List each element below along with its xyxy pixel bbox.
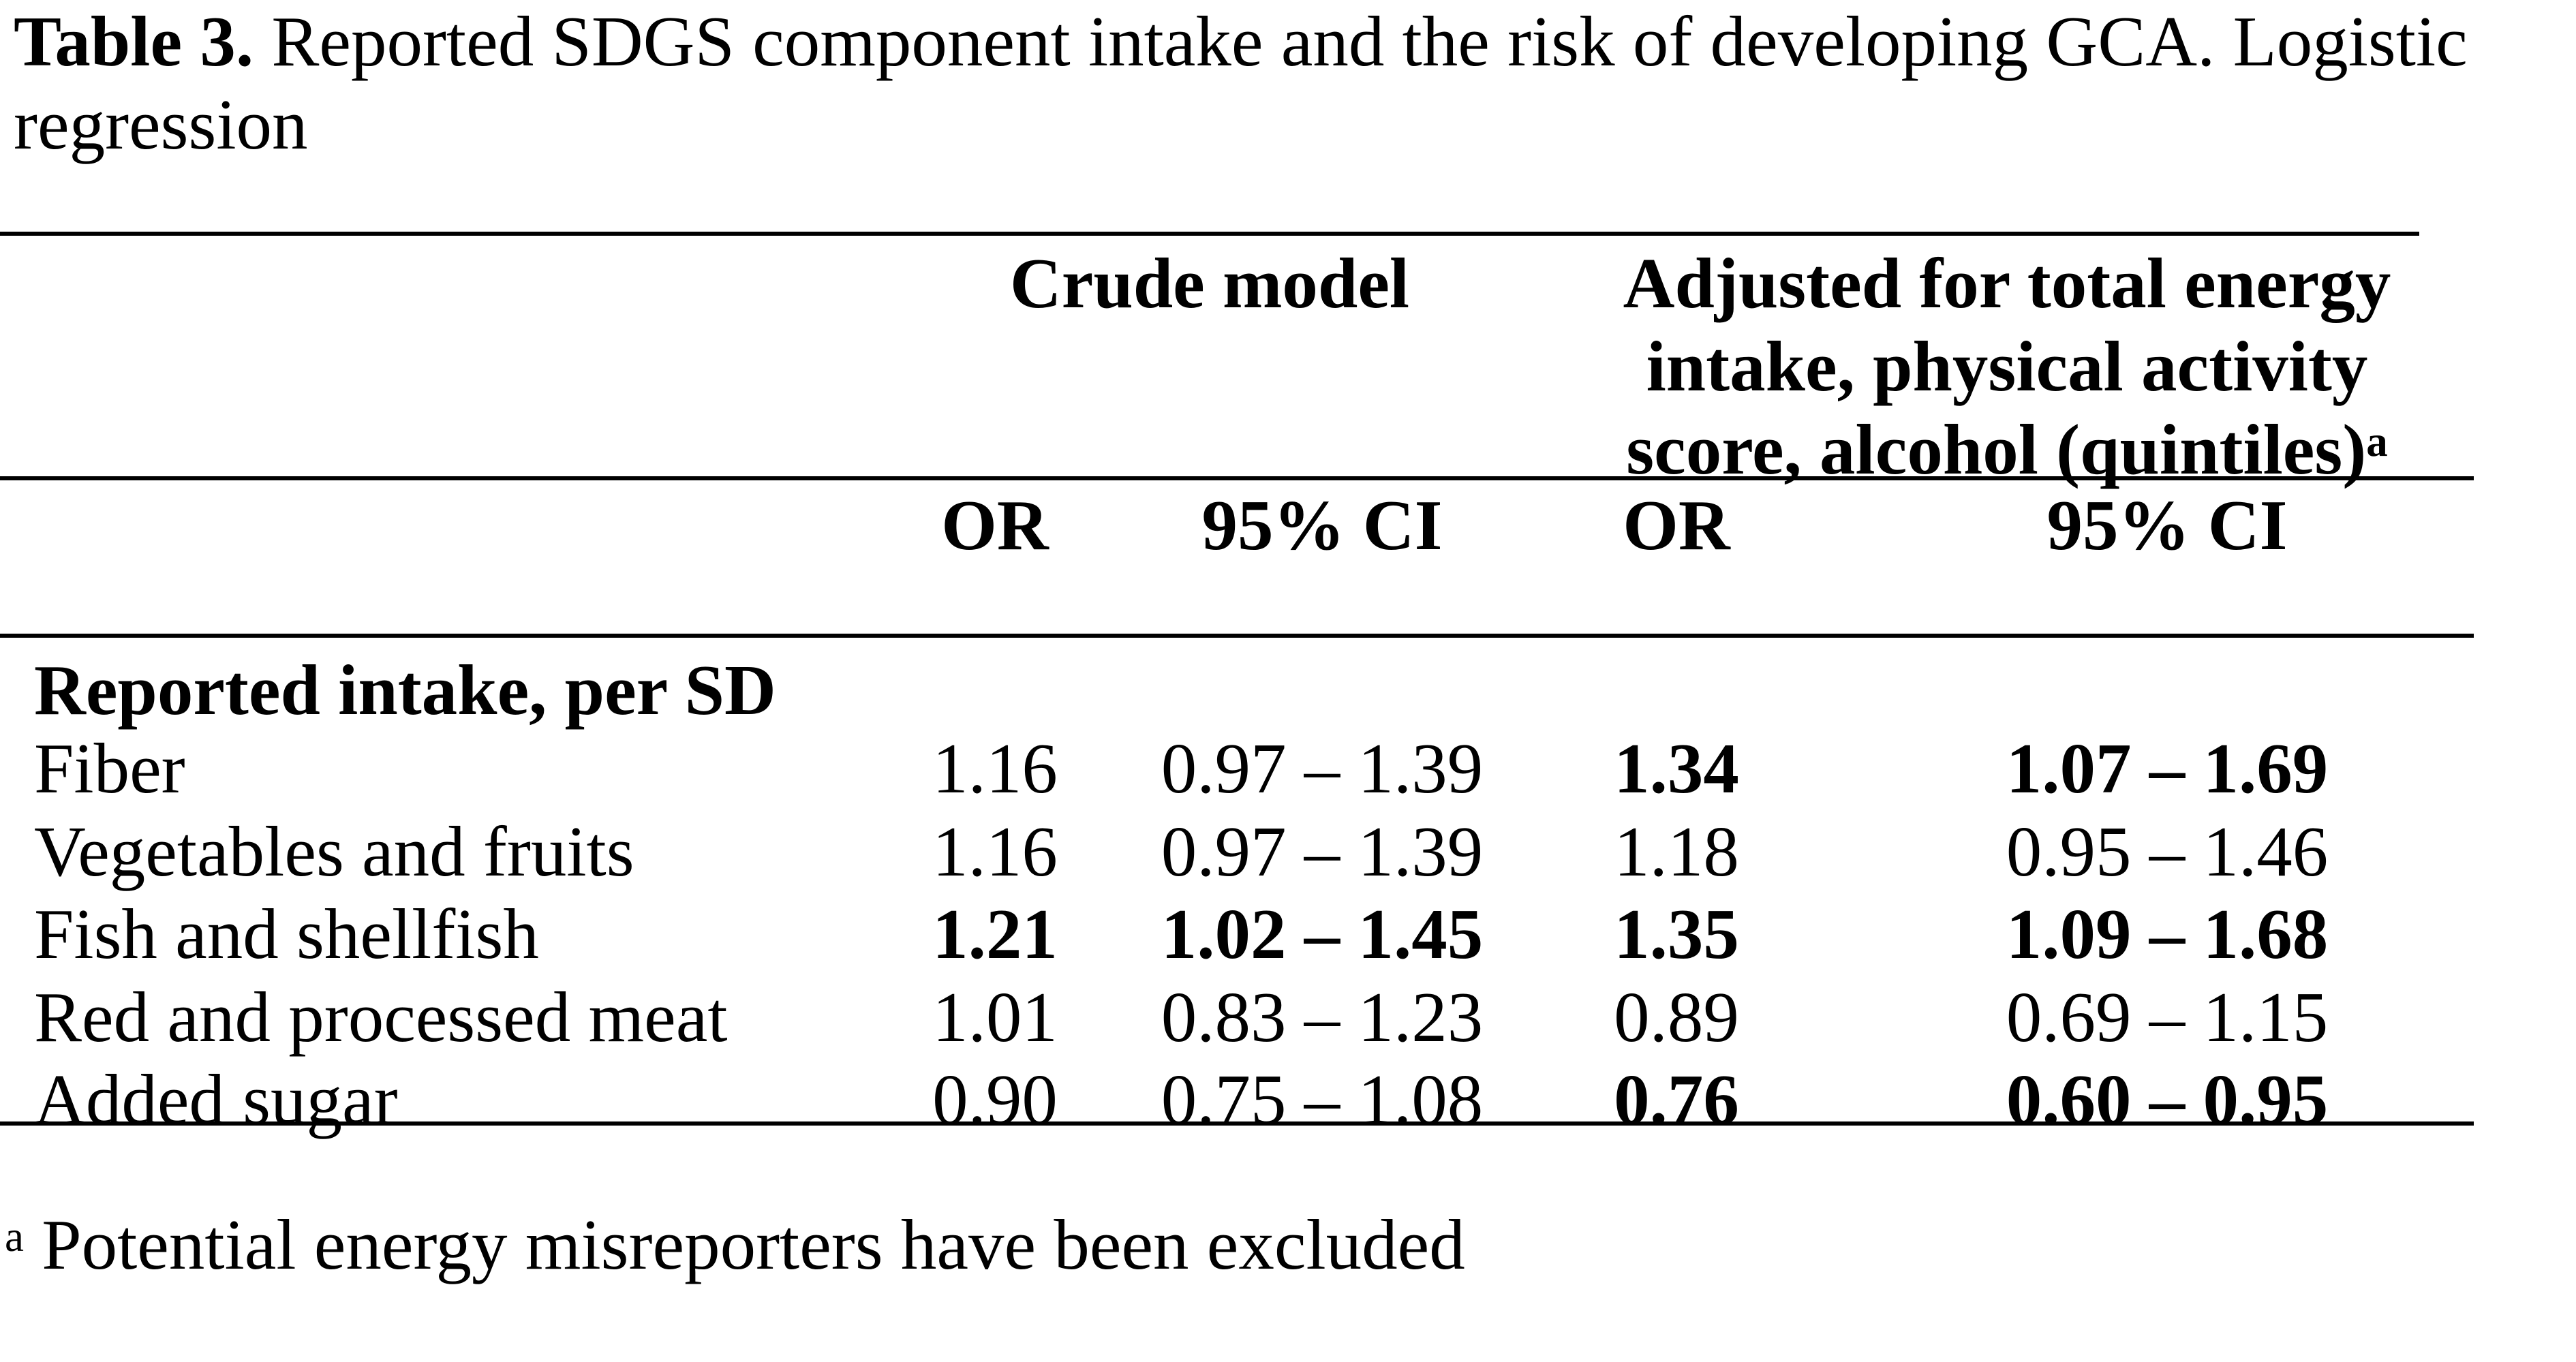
adjusted-or-value: 1.18 (1614, 811, 1739, 891)
crude-ci-value: 0.97 – 1.39 (1161, 811, 1484, 891)
superscript-a-marker: a (2366, 417, 2388, 465)
adjusted-header-line-2: intake, physical activity (1646, 326, 2368, 406)
section-header: Reported intake, per SD (34, 650, 776, 730)
adjusted-ci-value: 0.69 – 1.15 (2006, 977, 2329, 1057)
adjusted-or-value: 0.89 (1614, 977, 1739, 1057)
table-title-line-2: regression (14, 84, 308, 164)
table-title-text: Reported SDGS component intake and the r… (254, 1, 2468, 81)
table-rule-top (0, 232, 2419, 236)
table-rule-under-column-headers (0, 634, 2474, 638)
row-label: Red and processed meat (34, 977, 728, 1057)
col-header-or-adjusted: OR (1623, 485, 1730, 565)
crude-ci-value: 0.97 – 1.39 (1161, 728, 1484, 808)
table-row: Added sugar 0.90 0.75 – 1.08 0.76 0.60 –… (0, 1058, 2576, 1141)
crude-ci-value: 1.02 – 1.45 (1161, 894, 1484, 974)
adjusted-header-line-3: score, alcohol (quintiles)a (1626, 409, 2388, 489)
crude-or-value: 1.21 (932, 894, 1058, 974)
crude-model-header: Crude model (1009, 243, 1410, 323)
row-label: Fiber (34, 728, 185, 808)
crude-or-value: 0.90 (932, 1059, 1058, 1139)
adjusted-model-header: Adjusted for total energy intake, physic… (1615, 242, 2399, 491)
footnote-marker: a (5, 1212, 24, 1260)
adjusted-or-value: 1.35 (1614, 894, 1739, 974)
table-rule-under-group-header (0, 476, 2474, 480)
crude-ci-value: 0.75 – 1.08 (1161, 1059, 1484, 1139)
table-row: Red and processed meat 1.01 0.83 – 1.23 … (0, 976, 2576, 1059)
col-header-ci-adjusted: 95% CI (2046, 485, 2288, 565)
table-row: Vegetables and fruits 1.16 0.97 – 1.39 1… (0, 810, 2576, 893)
table-rule-bottom (0, 1121, 2474, 1126)
crude-or-value: 1.01 (932, 977, 1058, 1057)
table-title-number: Table 3. (14, 1, 254, 81)
table-title-line-1: Table 3. Reported SDGS component intake … (14, 0, 2549, 83)
adjusted-ci-value: 0.95 – 1.46 (2006, 811, 2329, 891)
table-row: Fiber 1.16 0.97 – 1.39 1.34 1.07 – 1.69 (0, 727, 2576, 810)
footnote: a Potential energy misreporters have bee… (5, 1203, 1465, 1286)
adjusted-ci-value: 1.09 – 1.68 (2006, 894, 2329, 974)
table-row: Fish and shellfish 1.21 1.02 – 1.45 1.35… (0, 893, 2576, 976)
footnote-text: Potential energy misreporters have been … (23, 1205, 1465, 1284)
crude-or-value: 1.16 (932, 728, 1058, 808)
crude-or-value: 1.16 (932, 811, 1058, 891)
col-header-ci-crude: 95% CI (1201, 485, 1443, 565)
col-header-or-crude: OR (941, 485, 1049, 565)
adjusted-or-value: 1.34 (1614, 728, 1739, 808)
row-label: Vegetables and fruits (34, 811, 634, 891)
crude-ci-value: 0.83 – 1.23 (1161, 977, 1484, 1057)
row-label: Added sugar (34, 1059, 398, 1139)
adjusted-or-value: 0.76 (1614, 1059, 1739, 1139)
row-label: Fish and shellfish (34, 894, 539, 974)
adjusted-ci-value: 0.60 – 0.95 (2006, 1059, 2329, 1139)
group-header-row: Crude model Adjusted for total energy in… (0, 242, 2576, 489)
adjusted-header-line-1: Adjusted for total energy (1623, 243, 2391, 323)
column-header-row: OR 95% CI OR 95% CI (0, 484, 2576, 567)
adjusted-ci-value: 1.07 – 1.69 (2006, 728, 2329, 808)
